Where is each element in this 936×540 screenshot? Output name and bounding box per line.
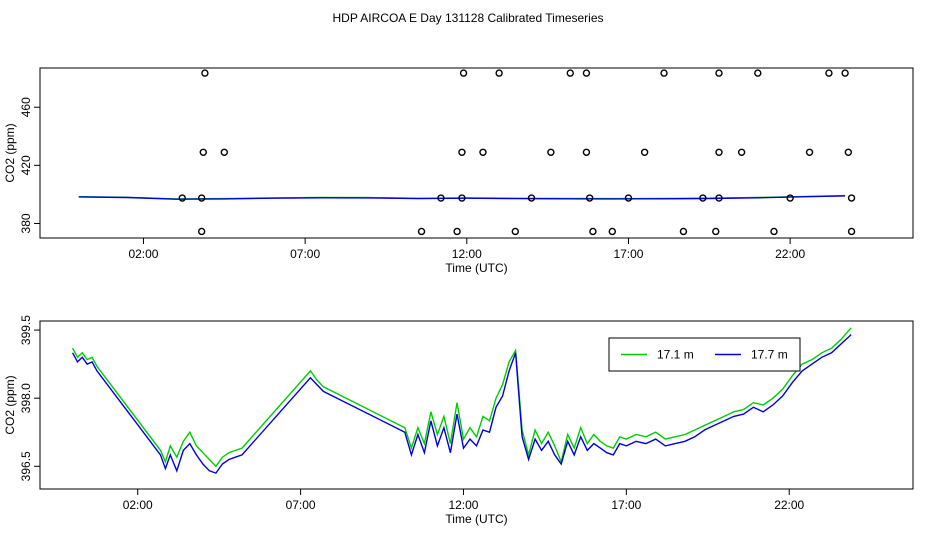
scatter-point-27	[624, 194, 633, 202]
y-tick-label-0-0: 380	[19, 213, 33, 233]
scatter-point-3	[566, 69, 574, 77]
x-tick-label-1-3: 17:00	[611, 498, 641, 512]
scatter-point-11	[220, 148, 229, 156]
scatter-point-6	[715, 69, 723, 77]
y-axis-label-0: CO2 (ppm)	[3, 123, 17, 182]
scatter-point-5	[660, 69, 668, 77]
y-tick-label-0-1: 420	[19, 155, 33, 175]
scatter-point-37	[608, 227, 616, 236]
scatter-point-20	[844, 148, 853, 156]
scatter-point-16	[640, 148, 649, 156]
scatter-point-24	[458, 194, 466, 202]
scatter-point-18	[737, 148, 746, 156]
scatter-point-26	[585, 194, 594, 202]
scatter-point-35	[511, 227, 519, 236]
x-tick-label-1-1: 07:00	[286, 498, 316, 512]
scatter-point-0	[201, 69, 209, 77]
y-axis-label-1: CO2 (ppm)	[3, 375, 17, 434]
scatter-point-41	[847, 227, 856, 236]
scatter-point-7	[754, 69, 762, 77]
scatter-point-17	[715, 148, 723, 156]
y-tick-label-0-2: 460	[19, 97, 33, 117]
x-tick-label-0-1: 07:00	[290, 247, 320, 261]
scatter-point-31	[847, 194, 856, 202]
x-tick-label-0-2: 12:00	[452, 247, 482, 261]
series-line-0-1	[78, 195, 846, 200]
scatter-point-36	[589, 227, 597, 236]
x-axis-label-0: Time (UTC)	[445, 261, 507, 275]
bottom-panel-line: 02:00 07:00 12:00 17:00 22:00 396.5 398.0 399.5…	[3, 315, 914, 526]
scatter-point-34	[453, 227, 461, 236]
scatter-point-23	[437, 194, 445, 202]
series-line-1-1	[71, 334, 852, 474]
x-tick-label-0-4: 22:00	[775, 247, 805, 261]
scatter-point-32	[197, 227, 206, 236]
scatter-point-1	[459, 69, 468, 77]
plot-area-0	[78, 69, 856, 236]
legend-label-0: 17.1 m	[657, 348, 694, 362]
scatter-point-4	[582, 69, 591, 77]
scatter-point-33	[417, 227, 426, 236]
legend: 17.1 m 17.7 m	[608, 337, 801, 372]
x-tick-label-1-4: 22:00	[774, 498, 804, 512]
scatter-point-10	[199, 148, 207, 156]
legend-label-1: 17.7 m	[751, 348, 788, 362]
scatter-point-8	[825, 69, 833, 77]
scatter-point-12	[458, 148, 466, 156]
plot-area-1	[71, 327, 852, 474]
scatter-point-30	[786, 194, 794, 202]
x-tick-label-0-0: 02:00	[128, 247, 158, 261]
scatter-point-9	[841, 69, 849, 77]
scatter-point-13	[479, 148, 487, 156]
series-line-1-0	[71, 327, 852, 468]
x-tick-label-0-3: 17:00	[613, 247, 643, 261]
top-panel-scatter: 02:00 07:00 12:00 17:00 22:00 380 420 460 Time (…	[3, 67, 914, 275]
x-axis-label-1: Time (UTC)	[445, 512, 507, 526]
scatter-point-2	[495, 69, 503, 77]
y-tick-label-1-2: 399.5	[19, 315, 33, 345]
scatter-point-29	[715, 194, 723, 202]
scatter-point-15	[582, 148, 591, 156]
scatter-point-19	[805, 148, 814, 156]
plot-frame-1	[39, 320, 914, 490]
figure-title: HDP AIRCOA E Day 131128 Calibrated Times…	[332, 11, 603, 25]
scatter-point-22	[197, 194, 206, 202]
x-tick-label-1-0: 02:00	[123, 498, 153, 512]
scatter-point-40	[770, 227, 778, 236]
y-tick-label-1-0: 396.5	[19, 451, 33, 481]
scatter-point-38	[679, 227, 688, 236]
plot-frame-0	[39, 67, 914, 239]
x-tick-label-1-2: 12:00	[448, 498, 478, 512]
scatter-point-21	[178, 194, 186, 202]
scatter-point-25	[527, 194, 536, 202]
scatter-point-14	[547, 148, 555, 156]
y-tick-label-1-1: 398.0	[19, 383, 33, 413]
scatter-point-28	[699, 194, 707, 202]
scatter-point-39	[712, 227, 720, 236]
